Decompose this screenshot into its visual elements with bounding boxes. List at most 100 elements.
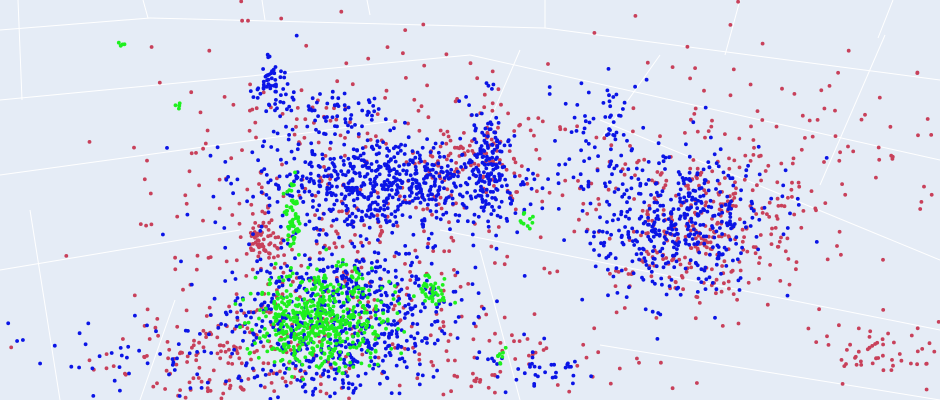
data-point <box>531 214 535 219</box>
data-point <box>273 65 278 69</box>
data-point <box>289 188 294 193</box>
data-point <box>412 294 416 299</box>
data-point <box>528 128 533 133</box>
data-point <box>359 361 364 366</box>
data-point <box>817 307 821 312</box>
data-point <box>661 203 665 208</box>
data-point <box>701 222 706 227</box>
data-point <box>302 324 307 329</box>
data-point <box>426 202 430 207</box>
data-point <box>385 206 390 211</box>
data-point <box>356 276 361 280</box>
data-point <box>258 329 262 334</box>
data-point <box>807 118 812 123</box>
grid-line <box>599 119 940 261</box>
data-point <box>705 240 710 245</box>
data-point <box>416 372 420 377</box>
data-point <box>592 326 597 331</box>
data-point <box>366 271 371 276</box>
data-point <box>592 31 597 35</box>
data-point <box>498 215 503 220</box>
point-cloud[interactable] <box>6 0 940 400</box>
data-point <box>631 229 636 234</box>
data-point <box>295 378 300 382</box>
data-point <box>365 338 370 343</box>
data-point <box>414 205 418 210</box>
data-point <box>320 290 325 295</box>
data-point <box>490 101 495 106</box>
data-point <box>333 362 338 366</box>
data-point <box>597 229 602 233</box>
data-point <box>595 168 600 173</box>
data-point <box>291 217 295 222</box>
data-point <box>347 342 351 347</box>
data-point <box>349 279 354 284</box>
data-point <box>381 358 385 363</box>
data-point <box>727 201 732 206</box>
data-point <box>465 219 470 224</box>
data-point <box>843 192 848 197</box>
data-point <box>391 223 396 227</box>
data-point <box>474 140 479 145</box>
data-point <box>347 381 351 386</box>
data-point <box>230 329 235 334</box>
data-point <box>625 138 629 143</box>
data-point <box>341 381 346 385</box>
data-point <box>340 201 345 206</box>
data-point <box>519 164 524 169</box>
data-point <box>421 301 425 306</box>
data-point <box>619 235 624 240</box>
data-point <box>581 187 586 192</box>
data-point <box>244 274 249 278</box>
data-point <box>376 195 381 200</box>
data-point <box>693 66 697 70</box>
data-point <box>282 75 287 80</box>
data-point <box>197 340 202 345</box>
data-point <box>398 178 403 183</box>
grid-line <box>0 119 401 176</box>
data-point <box>328 298 333 303</box>
data-point <box>157 80 162 85</box>
data-point <box>475 155 479 160</box>
data-point <box>328 394 332 399</box>
data-point <box>437 185 442 189</box>
data-point <box>658 203 663 208</box>
data-point <box>295 271 299 276</box>
data-point <box>276 235 281 240</box>
data-point <box>709 205 714 210</box>
data-point <box>759 178 763 183</box>
data-point <box>367 225 372 230</box>
data-point <box>661 154 666 159</box>
data-point <box>319 299 324 304</box>
data-point <box>527 226 532 231</box>
data-point <box>724 247 729 252</box>
data-point <box>639 251 644 256</box>
data-point <box>469 159 474 164</box>
data-point <box>323 154 328 158</box>
data-point <box>436 161 441 166</box>
data-point <box>517 339 522 343</box>
data-point <box>573 359 577 364</box>
data-point <box>525 337 530 341</box>
data-point <box>379 320 384 325</box>
data-point <box>279 93 283 97</box>
data-point <box>170 363 175 367</box>
data-point <box>615 291 620 295</box>
data-point <box>313 194 318 198</box>
data-point <box>376 107 381 111</box>
data-point <box>476 152 480 157</box>
data-point <box>638 181 643 186</box>
data-point <box>261 344 266 349</box>
data-point <box>90 366 95 371</box>
data-point <box>281 319 286 324</box>
data-point <box>486 357 490 362</box>
data-point <box>420 373 425 378</box>
data-point <box>604 256 609 260</box>
data-point <box>622 192 627 197</box>
data-point <box>675 247 679 252</box>
data-point <box>173 103 178 108</box>
data-point <box>666 217 671 222</box>
data-point <box>692 227 696 232</box>
